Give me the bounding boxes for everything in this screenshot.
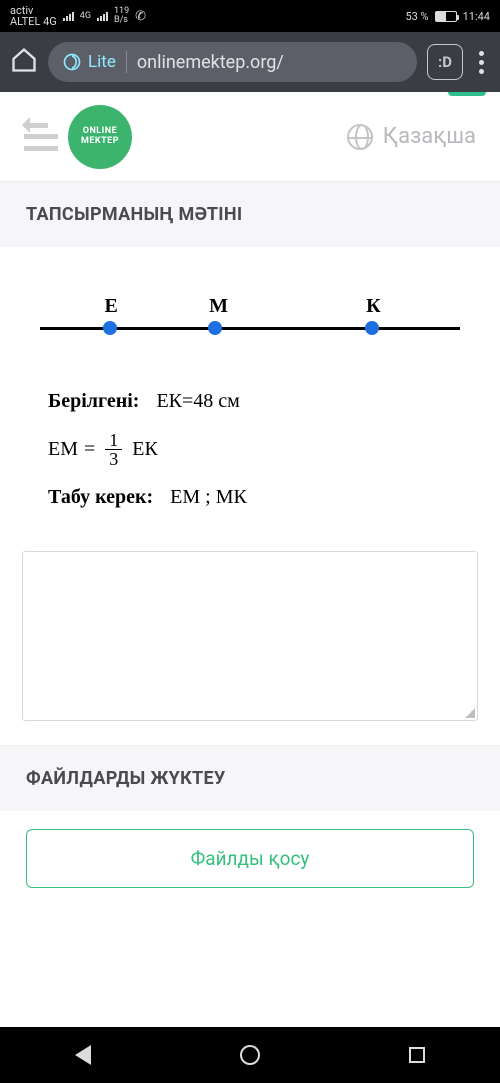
menu-toggle-icon[interactable]	[24, 123, 58, 151]
find-label: Табу керек:	[48, 477, 153, 517]
signal-2-icon	[97, 12, 108, 21]
equation-row: ЕМ = 1 3 ЕК	[48, 429, 468, 469]
site-header: ONLINE MEKTEP Қазақша	[0, 92, 500, 182]
carrier-bottom: ALTEL 4G	[10, 16, 57, 27]
url-text: onlinemektep.org/	[137, 52, 284, 73]
diagram-point-label: Е	[104, 295, 117, 318]
site-logo[interactable]: ONLINE MEKTEP	[68, 105, 132, 169]
fraction-numerator: 1	[105, 431, 122, 450]
diagram-point	[103, 321, 117, 335]
eq-rhs: ЕК	[132, 429, 158, 469]
url-divider	[126, 51, 127, 73]
clock: 11:44	[463, 10, 490, 23]
eq-lhs: ЕМ	[48, 429, 78, 469]
line-segment-diagram: ЕМК	[32, 287, 468, 357]
signal-1-icon	[63, 12, 74, 21]
diagram-point-label: К	[366, 295, 381, 318]
status-right: 53 % 11:44	[405, 10, 490, 23]
android-status-bar: activ ALTEL 4G 4G 119 B/s ✆ 53 % 11:44	[0, 0, 500, 32]
whatsapp-icon: ✆	[135, 9, 146, 24]
add-file-button[interactable]: Файлды қосу	[26, 829, 474, 888]
diagram-point-label: М	[209, 295, 228, 318]
nav-home-icon[interactable]	[240, 1045, 260, 1065]
fraction: 1 3	[105, 431, 122, 468]
eq-sign: =	[84, 429, 95, 469]
browser-toolbar: Lite onlinemektep.org/ :D	[0, 32, 500, 92]
android-nav-bar	[0, 1027, 500, 1083]
net-type-1: 4G	[80, 11, 91, 21]
logo-line-2: MEKTEP	[81, 137, 119, 147]
task-text: Берілгені: ЕК=48 см ЕМ = 1 3 ЕК Табу кер…	[48, 381, 468, 517]
task-section-title: ТАПСЫРМАНЫҢ МӘТІНІ	[0, 182, 500, 247]
home-icon[interactable]	[10, 46, 38, 78]
given-row: Берілгені: ЕК=48 см	[48, 381, 468, 421]
find-value: ЕМ ; МК	[170, 477, 247, 517]
answer-textarea[interactable]	[22, 551, 478, 721]
upload-section: ФАЙЛДАРДЫ ЖҮКТЕУ Файлды қосу	[0, 746, 500, 888]
task-body: ЕМК Берілгені: ЕК=48 см ЕМ = 1 3 ЕК Табу…	[0, 247, 500, 535]
diagram-point	[208, 321, 222, 335]
language-label: Қазақша	[383, 124, 476, 149]
carrier-label: activ ALTEL 4G	[10, 5, 57, 27]
battery-percent: 53 %	[405, 10, 428, 23]
reader-mode-icon[interactable]: :D	[427, 44, 463, 80]
opera-lite-badge: Lite	[62, 52, 116, 72]
fraction-denominator: 3	[105, 450, 122, 468]
given-label: Берілгені:	[48, 381, 139, 421]
address-bar[interactable]: Lite onlinemektep.org/	[48, 42, 417, 82]
language-switcher[interactable]: Қазақша	[347, 124, 476, 150]
nav-recent-icon[interactable]	[409, 1047, 425, 1063]
given-value: ЕК=48 см	[156, 381, 239, 421]
nav-back-icon[interactable]	[75, 1045, 91, 1065]
browser-menu-icon[interactable]	[473, 51, 490, 74]
find-row: Табу керек: ЕМ ; МК	[48, 477, 468, 517]
upload-section-title: ФАЙЛДАРДЫ ЖҮКТЕУ	[0, 746, 500, 811]
battery-icon	[435, 11, 457, 22]
diagram-point	[365, 321, 379, 335]
header-accent	[448, 92, 486, 96]
page-content: ONLINE MEKTEP Қазақша ТАПСЫРМАНЫҢ МӘТІНІ…	[0, 92, 500, 1027]
globe-icon	[347, 124, 373, 150]
lite-label: Lite	[88, 52, 116, 72]
add-file-label: Файлды қосу	[191, 847, 310, 870]
resize-handle-icon[interactable]	[465, 708, 475, 718]
status-left: activ ALTEL 4G 4G 119 B/s ✆	[10, 5, 146, 27]
data-rate: 119 B/s	[114, 7, 129, 25]
